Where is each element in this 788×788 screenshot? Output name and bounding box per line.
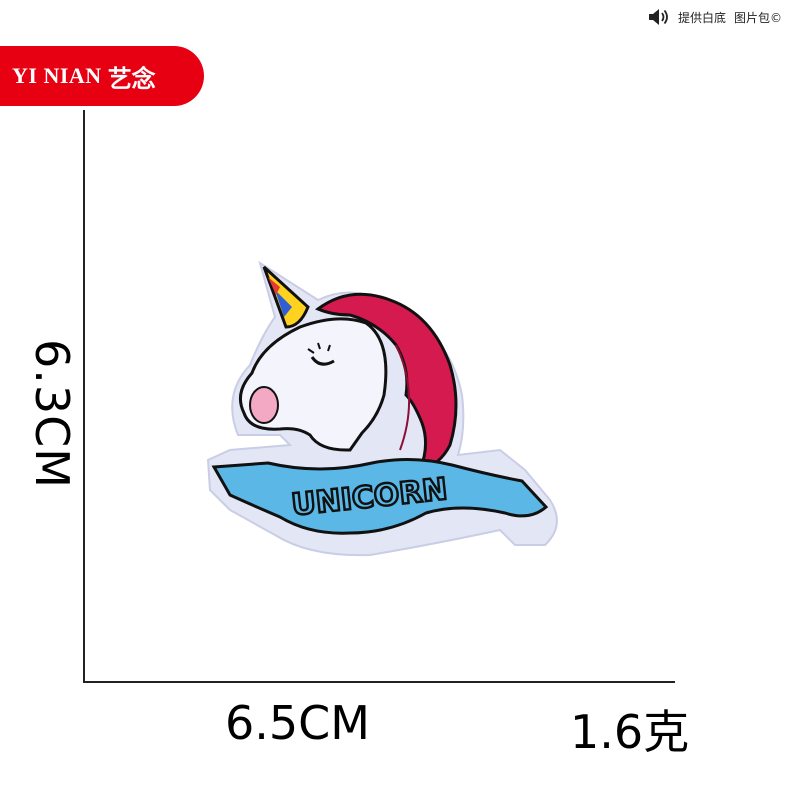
unicorn-ribbon — [211, 457, 549, 535]
white-background-notice: 提供白底 图片包© — [648, 6, 782, 28]
height-label: 6.3CM — [25, 339, 79, 489]
weight-label: 1.6克 — [570, 705, 690, 759]
notice-text-image-pack: 图片包© — [733, 10, 782, 25]
unicorn-head — [238, 317, 388, 452]
brand-name-chinese: 艺念 — [107, 64, 156, 93]
unicorn-cheek — [249, 386, 279, 424]
brand-name-latin: YI NIAN — [12, 63, 102, 88]
unicorn-horn — [262, 265, 310, 329]
height-dimension-line — [83, 110, 85, 683]
width-label: 6.5CM — [225, 696, 370, 750]
notice-text-white-background: 提供白底 — [677, 10, 726, 25]
unicorn-patch: UNICORN — [206, 260, 558, 557]
speaker-icon — [648, 9, 668, 25]
width-dimension-line — [83, 681, 675, 683]
unicorn-eye — [310, 356, 335, 366]
brand-badge: YI NIAN 艺念 — [0, 46, 204, 106]
